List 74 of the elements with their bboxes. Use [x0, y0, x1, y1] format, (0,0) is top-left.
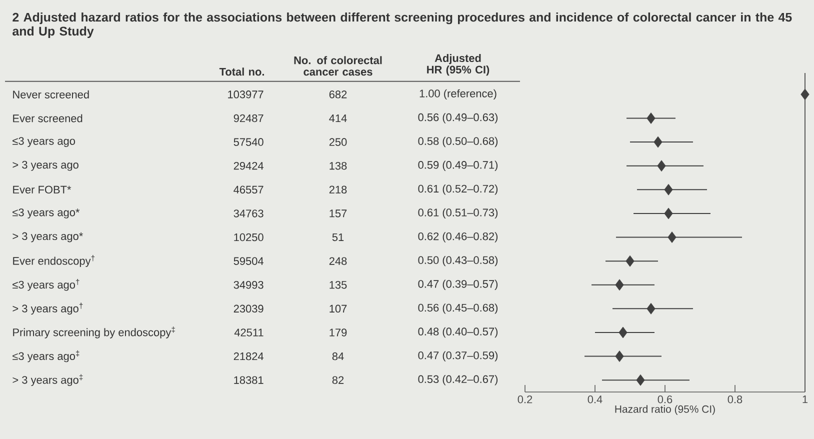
point — [636, 374, 645, 386]
data-label: 138 — [330, 162, 347, 170]
x-tick-label: 0.8 — [728, 396, 742, 404]
category-label: ≤3 years ago* — [12, 208, 80, 218]
data-label: 218 — [329, 186, 347, 194]
category-label: ≤3 years ago — [12, 137, 76, 147]
x-tick-label: 0.4 — [588, 396, 602, 404]
data-label: 682 — [329, 90, 347, 98]
data-label: 103977 — [228, 90, 264, 98]
text: No. of colorectal cancer cases — [294, 56, 382, 76]
category-label: Never screened — [13, 90, 89, 98]
data-label: 0.53 (0.42–0.67) — [418, 374, 498, 386]
data-label: 18381 — [234, 376, 264, 384]
data-label: 10250 — [234, 233, 264, 242]
data-label: 34993 — [234, 281, 264, 289]
data-label: 0.56 (0.45–0.68) — [418, 304, 498, 314]
category-label: Ever endoscopy$^{†}$ — [13, 255, 95, 267]
category-label: > 3 years ago$^{†}$ — [12, 302, 83, 315]
category-label: > 3 years ago* — [12, 232, 83, 242]
data-label: 46557 — [234, 186, 264, 194]
data-label: 84 — [332, 352, 344, 360]
data-label: 1.00 (reference) — [420, 89, 496, 100]
point — [618, 326, 628, 338]
data-label: 0.61 (0.51–0.73) — [418, 208, 498, 219]
data-label: 0.47 (0.37–0.59) — [418, 351, 498, 362]
data-label: 0.48 (0.40–0.57) — [418, 327, 498, 338]
point — [646, 112, 656, 124]
data-label: 250 — [329, 138, 347, 146]
data-label: 82 — [332, 376, 344, 384]
point — [664, 184, 673, 196]
x-tick-label: 0.2 — [518, 396, 532, 404]
point — [615, 350, 624, 362]
data-label: 42511 — [234, 328, 264, 336]
x-tick-label: 1 — [802, 396, 808, 404]
category-label: > 3 years ago$^{‡}$ — [12, 374, 83, 386]
category-label: ≤3 years ago$^{‡}$ — [12, 350, 80, 362]
data-label: 92487 — [234, 114, 264, 122]
category-label: ≤3 years ago$^{†}$ — [12, 278, 80, 291]
point — [646, 302, 656, 314]
point — [668, 232, 676, 243]
data-label: 34763 — [234, 210, 264, 218]
category-label: > 3 years ago — [12, 160, 78, 171]
data-label: 0.50 (0.43–0.58) — [418, 256, 498, 266]
data-label: 21824 — [234, 352, 264, 360]
data-label: 29424 — [234, 162, 264, 170]
data-label: 414 — [329, 114, 347, 122]
category-label: Ever screened — [13, 114, 82, 122]
data-label: 0.47 (0.39–0.57) — [418, 280, 498, 290]
x-tick-label: 0.6 — [658, 396, 672, 404]
category-label: Primary screening by endoscopy$^{‡}$ — [13, 326, 175, 338]
data-label: 0.62 (0.46–0.82) — [418, 232, 498, 242]
data-label: 248 — [329, 257, 347, 265]
text: Total no. — [219, 68, 264, 76]
data-label: 0.59 (0.49–0.71) — [418, 160, 498, 171]
data-label: 107 — [330, 304, 347, 313]
text: 2 Adjusted hazard ratios for the associations between different screening procedures and incidence of colorectal cancer in the 45 and Up Study — [12, 12, 792, 38]
data-label: 179 — [330, 328, 347, 336]
point — [615, 279, 624, 291]
category-label: Ever FOBT* — [13, 186, 72, 194]
data-label: 0.58 (0.50–0.68) — [418, 136, 498, 148]
data-label: 0.56 (0.49–0.63) — [418, 113, 498, 124]
text: Adjusted HR (95% CI) — [427, 54, 490, 76]
data-label: 51 — [332, 233, 344, 242]
data-label: 0.61 (0.52–0.72) — [418, 184, 498, 195]
data-label: 57540 — [234, 138, 264, 146]
data-label: 157 — [330, 210, 347, 218]
point — [664, 208, 673, 220]
point — [657, 160, 666, 172]
x-axis-title: Hazard ratio (95% CI) — [615, 405, 715, 415]
data-label: 59504 — [234, 257, 264, 265]
data-label: 135 — [330, 281, 347, 289]
data-label: 23039 — [234, 304, 264, 313]
point — [654, 136, 662, 148]
point — [626, 255, 634, 267]
